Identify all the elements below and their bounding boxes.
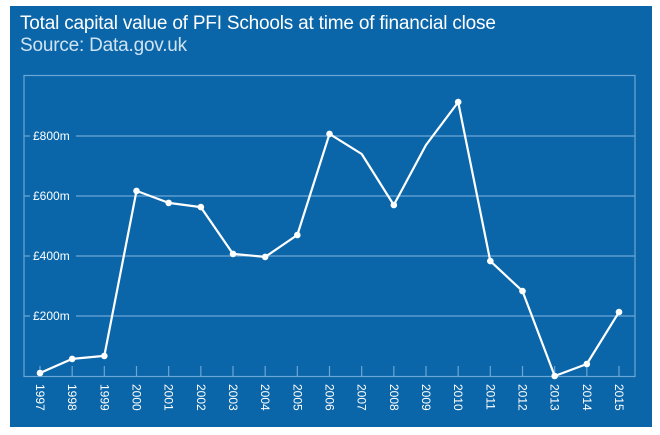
x-tick-label: 2007 xyxy=(355,384,369,411)
series-line xyxy=(39,100,620,378)
x-tick-label: 2014 xyxy=(580,384,594,411)
data-point xyxy=(101,352,108,360)
data-point xyxy=(390,201,398,209)
x-tick-label: 2008 xyxy=(387,384,401,411)
data-point xyxy=(133,187,140,195)
chart-title: Total capital value of PFI Schools at ti… xyxy=(20,13,496,34)
x-axis-labels: 1997 1998 1999 2000 2001 2002 2003 2004 2005 2006… xyxy=(33,366,626,411)
x-tick-label: 1998 xyxy=(65,384,79,411)
x-tick-label: 2011 xyxy=(483,384,497,410)
y-tick-label: £600m xyxy=(33,189,70,203)
y-tick-label: £200m xyxy=(33,309,70,323)
x-tick-label: 2005 xyxy=(290,384,304,411)
data-point xyxy=(261,253,269,261)
plot-area-border xyxy=(23,74,636,378)
x-tick-label: 1997 xyxy=(33,384,47,411)
data-point xyxy=(583,360,591,368)
x-tick-label: 2009 xyxy=(419,384,433,411)
data-point-markers xyxy=(36,98,623,380)
data-point xyxy=(519,287,526,295)
x-tick-label: 2012 xyxy=(516,384,530,411)
data-point xyxy=(165,199,172,207)
gridlines xyxy=(24,135,635,317)
data-point xyxy=(551,372,558,380)
x-tick-label: 2000 xyxy=(130,384,144,411)
data-point xyxy=(229,250,237,258)
data-point xyxy=(487,257,494,265)
data-point xyxy=(68,355,76,363)
x-tick-label: 2003 xyxy=(226,384,240,411)
x-tick-label: 2015 xyxy=(612,384,626,411)
x-tick-label: 2013 xyxy=(548,384,562,411)
x-tick-label: 1999 xyxy=(97,384,111,411)
y-tick-label: £800m xyxy=(33,129,70,143)
x-tick-label: 2002 xyxy=(194,384,208,411)
y-tick-label: £400m xyxy=(33,249,70,263)
x-tick-label: 2004 xyxy=(258,384,272,411)
data-point xyxy=(326,130,333,138)
x-tick-label: 2001 xyxy=(162,384,176,411)
y-axis-labels: £200m £400m £600m £800m xyxy=(33,129,70,323)
chart-panel xyxy=(10,6,652,427)
data-point xyxy=(36,369,44,377)
data-point xyxy=(197,203,205,211)
x-tick-label: 2010 xyxy=(451,384,465,411)
data-point xyxy=(454,98,462,106)
data-point xyxy=(294,231,301,239)
data-point xyxy=(615,308,623,316)
x-tick-label: 2006 xyxy=(323,384,337,411)
chart-source: Source: Data.gov.uk xyxy=(20,35,187,56)
